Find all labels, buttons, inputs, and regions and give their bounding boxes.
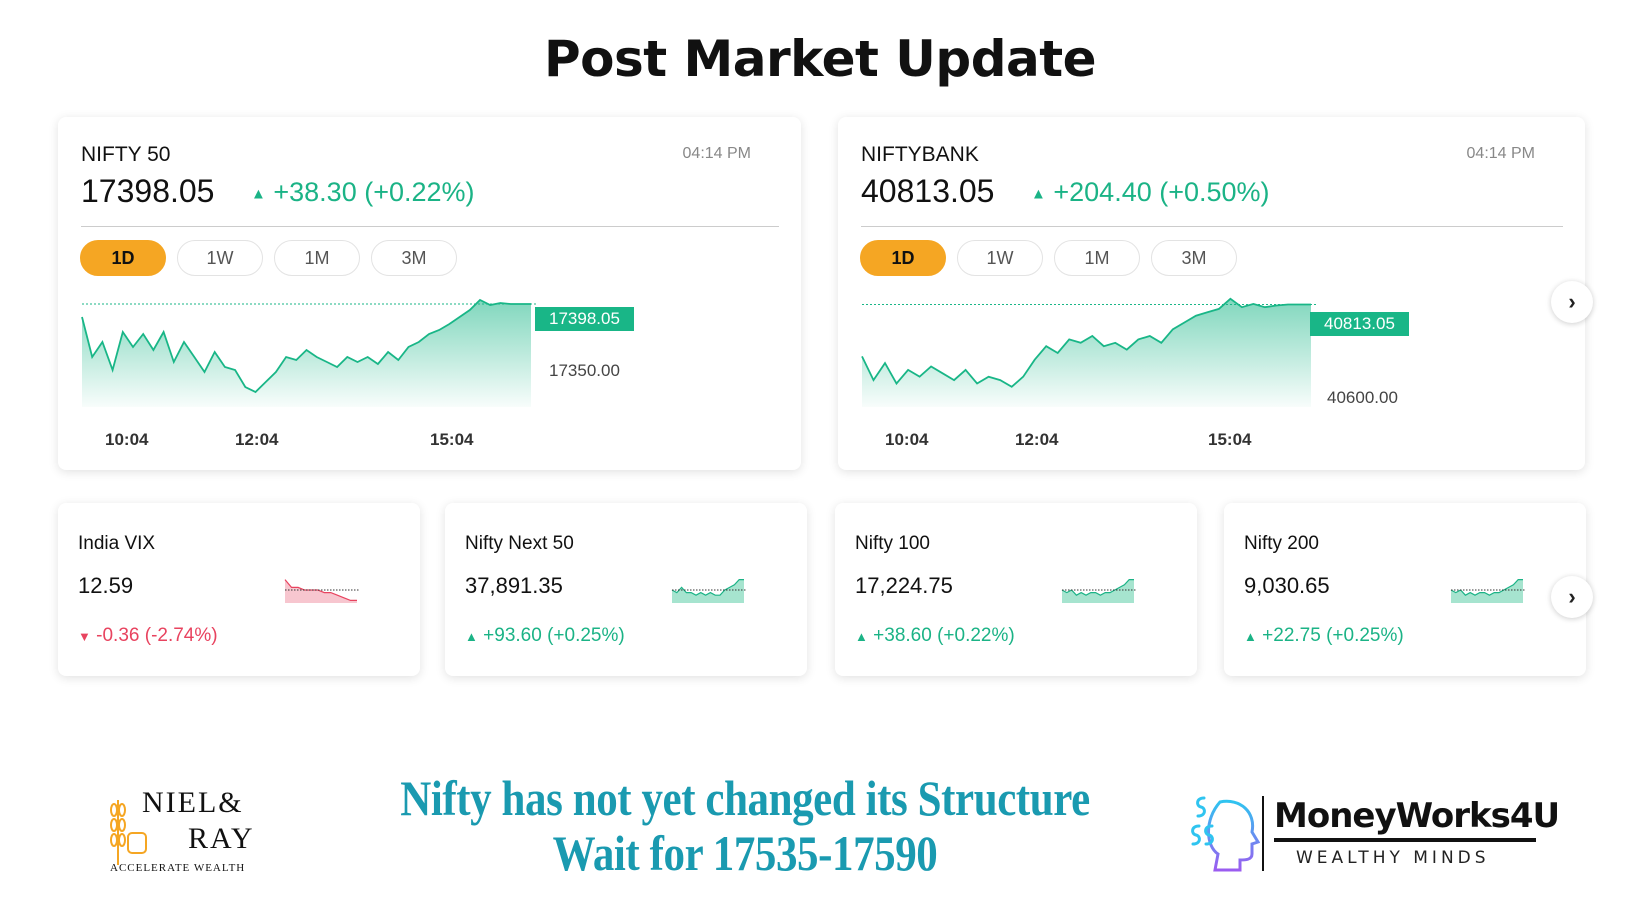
wheat-icon bbox=[110, 800, 147, 865]
intraday-chart bbox=[861, 297, 1316, 407]
chevron-right-icon[interactable]: › bbox=[1551, 281, 1593, 323]
index-price: 40813.05 bbox=[861, 173, 995, 209]
head-dollar-icon bbox=[1191, 796, 1260, 872]
sparkline bbox=[1061, 578, 1136, 603]
tab-1w[interactable]: 1W bbox=[957, 240, 1043, 276]
card-value: 17,224.75 bbox=[855, 573, 953, 598]
triangle-down-icon: ▼ bbox=[78, 629, 91, 644]
tab-1m[interactable]: 1M bbox=[1054, 240, 1140, 276]
card-change: ▲ +93.60 (+0.25%) bbox=[465, 625, 625, 647]
index-card-nifty-100: Nifty 100 17,224.75 ▲ +38.60 (+0.22%) bbox=[835, 503, 1197, 676]
tab-1d[interactable]: 1D bbox=[860, 240, 946, 276]
index-name: NIFTY 50 bbox=[81, 143, 171, 166]
sparkline-area bbox=[285, 579, 357, 603]
x-tick: 15:04 bbox=[430, 430, 474, 449]
triangle-up-icon: ▲ bbox=[465, 629, 478, 644]
price-line bbox=[861, 297, 1311, 388]
sparkline bbox=[671, 578, 746, 603]
card-value: 12.59 bbox=[78, 573, 134, 598]
change-text: +204.40 (+0.50%) bbox=[1053, 177, 1270, 207]
price-level-label: 17350.00 bbox=[549, 361, 620, 380]
card-change: ▼ -0.36 (-2.74%) bbox=[78, 625, 218, 647]
change-text: +38.60 (+0.22%) bbox=[873, 625, 1015, 646]
price-level-label: 40600.00 bbox=[1327, 388, 1398, 407]
index-price: 17398.05 bbox=[81, 173, 215, 209]
tab-1w[interactable]: 1W bbox=[177, 240, 263, 276]
x-tick: 15:04 bbox=[1208, 430, 1252, 449]
index-card-nifty50: NIFTY 50 04:14 PM 17398.05 ▲ +38.30 (+0.… bbox=[58, 117, 801, 470]
tab-3m[interactable]: 3M bbox=[371, 240, 457, 276]
sparkline-line bbox=[284, 579, 357, 601]
divider bbox=[861, 226, 1563, 227]
x-tick: 10:04 bbox=[105, 430, 149, 449]
divider bbox=[81, 226, 779, 227]
card-change: ▲ +38.60 (+0.22%) bbox=[855, 625, 1015, 647]
change-text: -0.36 (-2.74%) bbox=[96, 625, 218, 646]
tab-1m[interactable]: 1M bbox=[274, 240, 360, 276]
divider bbox=[1262, 796, 1264, 871]
range-tabs: 1D 1W 1M 3M bbox=[80, 240, 457, 276]
sparkline-area bbox=[672, 579, 744, 603]
chevron-right-icon[interactable]: › bbox=[1551, 576, 1593, 618]
last-price-tag: 17398.05 bbox=[535, 307, 634, 331]
logo-text: NIEL& bbox=[142, 786, 244, 819]
timestamp: 04:14 PM bbox=[1466, 145, 1535, 162]
logo-tagline: ACCELERATE WEALTH bbox=[110, 862, 246, 874]
logo-tagline: WEALTHY MINDS bbox=[1296, 848, 1490, 868]
tab-3m[interactable]: 3M bbox=[1151, 240, 1237, 276]
triangle-up-icon: ▲ bbox=[855, 629, 868, 644]
x-tick: 12:04 bbox=[235, 430, 279, 449]
sparkline bbox=[284, 579, 359, 603]
change-text: +22.75 (+0.25%) bbox=[1262, 625, 1404, 646]
triangle-up-icon: ▲ bbox=[251, 185, 266, 203]
triangle-up-icon: ▲ bbox=[1244, 629, 1257, 644]
index-name: NIFTYBANK bbox=[861, 143, 979, 166]
last-price-tag: 40813.05 bbox=[1310, 312, 1409, 336]
x-tick: 10:04 bbox=[885, 430, 929, 449]
chart-area bbox=[82, 300, 531, 407]
sparkline-area bbox=[1451, 579, 1523, 603]
message-line-1: Nifty has not yet changed its Structure bbox=[400, 770, 1090, 826]
card-name: Nifty Next 50 bbox=[465, 533, 574, 554]
index-card-nifty-200: Nifty 200 9,030.65 ▲ +22.75 (+0.25%) bbox=[1224, 503, 1586, 676]
index-change: ▲ +38.30 (+0.22%) bbox=[251, 177, 475, 208]
sparkline bbox=[1450, 578, 1525, 603]
x-tick: 12:04 bbox=[1015, 430, 1059, 449]
range-tabs: 1D 1W 1M 3M bbox=[860, 240, 1237, 276]
sparkline-line bbox=[1450, 578, 1523, 596]
moneyworks4u-logo: MoneyWorks4U WEALTHY MINDS bbox=[1190, 790, 1560, 880]
card-value: 9,030.65 bbox=[1244, 573, 1330, 598]
card-value: 37,891.35 bbox=[465, 573, 563, 598]
index-card-nifty-next-50: Nifty Next 50 37,891.35 ▲ +93.60 (+0.25%… bbox=[445, 503, 807, 676]
tab-1d[interactable]: 1D bbox=[80, 240, 166, 276]
card-name: India VIX bbox=[78, 533, 156, 554]
card-change: ▲ +22.75 (+0.25%) bbox=[1244, 625, 1404, 647]
logo-text: MoneyWorks4U bbox=[1274, 796, 1560, 836]
chart-area bbox=[862, 298, 1311, 407]
timestamp: 04:14 PM bbox=[682, 145, 751, 162]
change-text: +93.60 (+0.25%) bbox=[483, 625, 625, 646]
page-title: Post Market Update bbox=[543, 30, 1097, 88]
intraday-chart bbox=[81, 298, 536, 407]
sparkline-line bbox=[1061, 578, 1134, 596]
index-change: ▲ +204.40 (+0.50%) bbox=[1031, 177, 1270, 208]
triangle-up-icon: ▲ bbox=[1031, 185, 1046, 203]
card-name: Nifty 100 bbox=[855, 533, 930, 554]
price-line bbox=[81, 298, 531, 394]
logo-text: RAY bbox=[188, 822, 255, 855]
card-name: Nifty 200 bbox=[1244, 533, 1319, 554]
message-line-2: Wait for 17535-17590 bbox=[552, 825, 938, 881]
change-text: +38.30 (+0.22%) bbox=[273, 177, 475, 207]
logo-underline bbox=[1274, 838, 1536, 842]
index-card-niftybank: NIFTYBANK 04:14 PM 40813.05 ▲ +204.40 (+… bbox=[838, 117, 1585, 470]
niel-ray-logo: NIEL& RAY ACCELERATE WEALTH bbox=[108, 786, 268, 880]
sparkline-area bbox=[1062, 579, 1134, 603]
index-card-india-vix: India VIX 12.59 ▼ -0.36 (-2.74%) bbox=[58, 503, 420, 676]
